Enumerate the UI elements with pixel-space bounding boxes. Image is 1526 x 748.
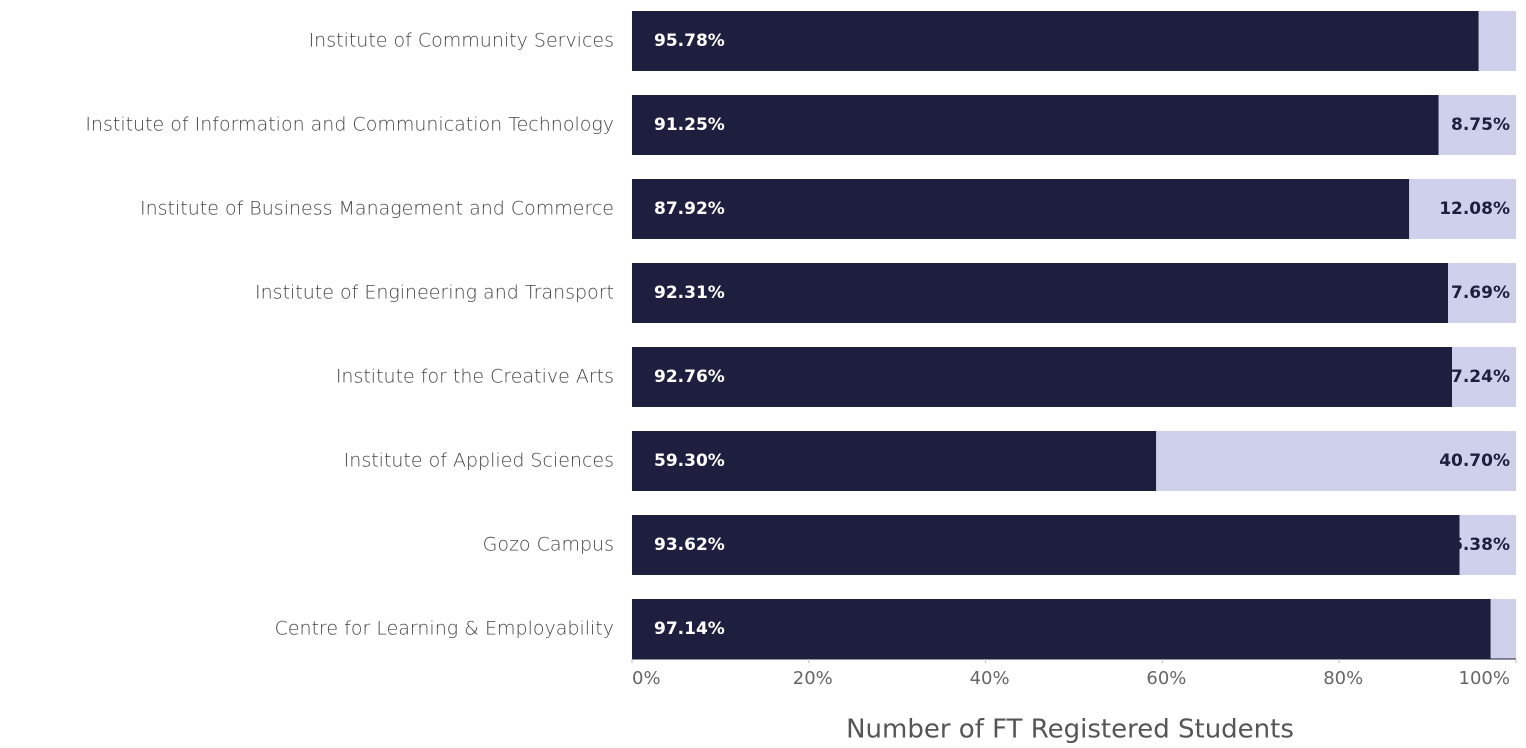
bar-segment — [632, 179, 1410, 239]
bar-segment — [1156, 431, 1516, 491]
value-label: 7.69% — [1451, 283, 1510, 303]
value-label: 91.25% — [654, 115, 725, 135]
value-label: 95.78% — [654, 31, 725, 51]
x-tick-label: 20% — [793, 668, 833, 689]
value-label: 40.70% — [1439, 451, 1510, 471]
value-label: 92.76% — [654, 367, 725, 387]
bar-segment — [1438, 95, 1516, 155]
category-label: Institute of Business Management and Com… — [140, 198, 614, 220]
bar-segment — [1451, 347, 1516, 407]
category-label: Institute of Engineering and Transport — [255, 282, 614, 304]
bar-segment — [1448, 263, 1516, 323]
x-tick-label: 60% — [1146, 668, 1186, 689]
category-label: Institute of Information and Communicati… — [85, 114, 614, 136]
category-label: Centre for Learning & Employability — [275, 618, 614, 640]
value-label: 59.30% — [654, 451, 725, 471]
value-label: 87.92% — [654, 199, 725, 219]
bar-segment — [632, 263, 1449, 323]
category-label: Institute for the Creative Arts — [336, 366, 614, 388]
x-tick-label: 80% — [1323, 668, 1363, 689]
bar-segment — [632, 515, 1460, 575]
bar-segment — [632, 95, 1439, 155]
value-label: 7.24% — [1451, 367, 1510, 387]
bar-segment — [1409, 179, 1516, 239]
value-label: 8.75% — [1451, 115, 1510, 135]
x-tick-label: 0% — [632, 668, 661, 689]
bar-segment — [632, 347, 1452, 407]
value-label: 6.38% — [1451, 535, 1510, 555]
value-label: 12.08% — [1439, 199, 1510, 219]
bar-segment — [1478, 11, 1516, 71]
bar-segment — [632, 431, 1157, 491]
bar-segment — [1459, 515, 1516, 575]
value-label: 92.31% — [654, 283, 725, 303]
value-label: 97.14% — [654, 619, 725, 639]
bar-segment — [1490, 599, 1516, 659]
category-label: Institute of Community Services — [309, 30, 614, 52]
x-axis-label: Number of FT Registered Students — [846, 715, 1294, 745]
x-tick-label: 100% — [1459, 668, 1510, 689]
category-label: Institute of Applied Sciences — [344, 450, 614, 472]
bar-segment — [632, 11, 1479, 71]
value-label: 93.62% — [654, 535, 725, 555]
bar-segment — [632, 599, 1491, 659]
category-label: Gozo Campus — [483, 534, 614, 556]
x-tick-label: 40% — [970, 668, 1010, 689]
